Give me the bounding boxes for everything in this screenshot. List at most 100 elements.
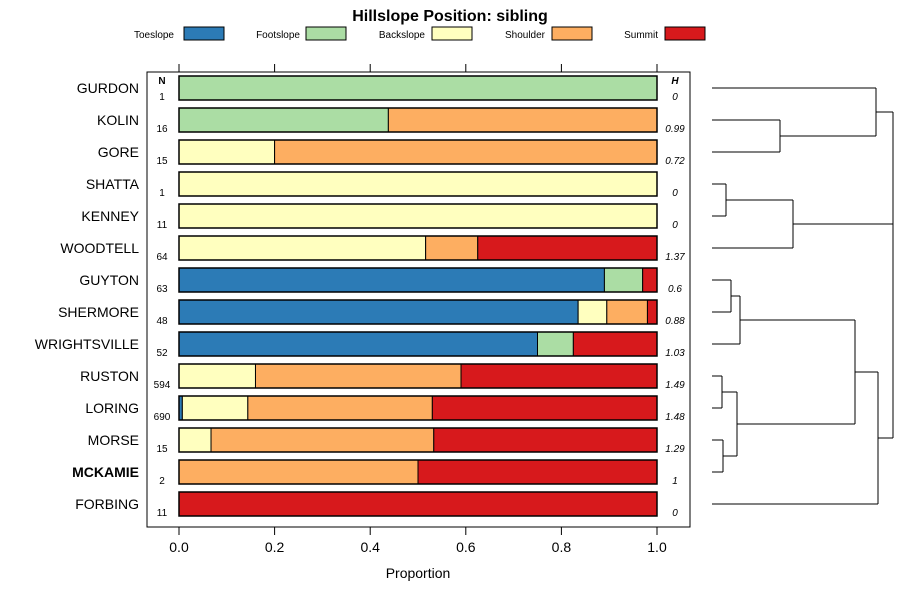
bar-segment-wrightsville-toeslope xyxy=(178,331,538,357)
category-labels: GURDON KOLIN GORE SHATTA KENNEY WOODTELL GUYTO… xyxy=(35,80,140,512)
bar-outline-kolin xyxy=(178,107,658,133)
category-label-shatta: SHATTA xyxy=(86,176,140,192)
n-value-loring: 690 xyxy=(154,412,171,423)
bar-row-guyton xyxy=(178,267,658,293)
bar-outline-loring xyxy=(178,395,658,421)
n-value-woodtell: 64 xyxy=(156,252,168,263)
bar-segment-guyton-toeslope xyxy=(178,267,605,293)
x-tick-label: 0.4 xyxy=(360,539,380,555)
bar-segment-shatta-backslope xyxy=(178,171,658,197)
x-tick-label: 0.8 xyxy=(552,539,572,555)
bar-outline-shatta xyxy=(178,171,658,197)
n-value-forbing: 11 xyxy=(157,508,168,519)
bar-segment-morse-shoulder xyxy=(210,427,435,453)
bar-outline-ruston xyxy=(178,363,658,389)
bar-segment-loring-summit xyxy=(431,395,658,421)
bar-segment-shermore-summit xyxy=(646,299,658,325)
h-value-wrightsville: 1.03 xyxy=(665,348,685,359)
bar-segment-morse-backslope xyxy=(178,427,212,453)
n-value-wrightsville: 52 xyxy=(156,348,168,359)
h-value-mckamie: 1 xyxy=(672,476,678,487)
n-value-guyton: 63 xyxy=(156,284,168,295)
legend: Toeslope Footslope Backslope Shoulder Summit xyxy=(134,26,706,41)
bar-row-gurdon xyxy=(178,75,658,101)
bars xyxy=(178,75,658,517)
h-value-gurdon: 0 xyxy=(672,92,678,103)
category-label-loring: LORING xyxy=(85,400,139,416)
bar-segment-woodtell-summit xyxy=(477,235,658,261)
x-axis-label: Proportion xyxy=(386,565,451,581)
bar-segment-shermore-toeslope xyxy=(178,299,579,325)
category-label-kenney: KENNEY xyxy=(81,208,139,224)
n-value-kolin: 16 xyxy=(156,124,168,135)
n-value-kenney: 11 xyxy=(157,220,168,231)
n-value-shermore: 48 xyxy=(156,316,168,327)
category-label-kolin: KOLIN xyxy=(97,112,139,128)
category-label-morse: MORSE xyxy=(88,432,139,448)
bar-row-kolin xyxy=(178,107,658,133)
bar-outline-gore xyxy=(178,139,658,165)
legend-label-summit: Summit xyxy=(624,30,658,41)
legend-label-backslope: Backslope xyxy=(379,30,426,41)
bar-row-loring xyxy=(178,395,658,421)
h-value-kenney: 0 xyxy=(672,220,678,231)
category-label-forbing: FORBING xyxy=(75,496,139,512)
category-label-gurdon: GURDON xyxy=(77,80,139,96)
bar-segment-kolin-shoulder xyxy=(387,107,658,133)
category-label-gore: GORE xyxy=(98,144,139,160)
bar-segment-woodtell-shoulder xyxy=(425,235,479,261)
plot-frame xyxy=(146,71,691,528)
legend-swatch-backslope xyxy=(431,26,473,41)
bar-outline-wrightsville xyxy=(178,331,658,357)
bar-segment-shermore-shoulder xyxy=(606,299,648,325)
n-value-morse: 15 xyxy=(156,444,168,455)
bar-segment-woodtell-backslope xyxy=(178,235,427,261)
bar-outline-forbing xyxy=(178,491,658,517)
n-value-gurdon: 1 xyxy=(159,92,165,103)
legend-swatch-footslope xyxy=(305,26,347,41)
h-values: 0 0.99 0.72 0 0 1.37 0.6 0.88 1.03 1.49 1.48 1.29 1 0 xyxy=(665,92,685,519)
bar-segment-morse-summit xyxy=(433,427,658,453)
bar-segment-mckamie-summit xyxy=(417,459,658,485)
bar-segment-gore-backslope xyxy=(178,139,276,165)
legend-label-footslope: Footslope xyxy=(256,30,300,41)
h-value-shermore: 0.88 xyxy=(665,316,685,327)
n-value-gore: 15 xyxy=(156,156,168,167)
bar-segment-ruston-shoulder xyxy=(254,363,462,389)
bar-row-shatta xyxy=(178,171,658,197)
bar-segment-forbing-summit xyxy=(178,491,658,517)
bar-segment-kolin-footslope xyxy=(178,107,389,133)
bar-outline-mckamie xyxy=(178,459,658,485)
bar-row-wrightsville xyxy=(178,331,658,357)
top-axis-ticks xyxy=(178,64,658,72)
category-label-mckamie: MCKAMIE xyxy=(72,464,139,480)
legend-label-toeslope: Toeslope xyxy=(134,30,174,41)
bar-row-kenney xyxy=(178,203,658,229)
h-column-header: H xyxy=(671,76,679,87)
bar-outline-guyton xyxy=(178,267,658,293)
bar-outline-shermore xyxy=(178,299,658,325)
bar-outline-kenney xyxy=(178,203,658,229)
h-value-shatta: 0 xyxy=(672,188,678,199)
x-tick-label: 0.6 xyxy=(456,539,476,555)
h-value-gore: 0.72 xyxy=(665,156,685,167)
bar-row-woodtell xyxy=(178,235,658,261)
n-value-ruston: 594 xyxy=(154,380,171,391)
bar-segment-loring-shoulder xyxy=(247,395,433,421)
bar-segment-mckamie-shoulder xyxy=(178,459,419,485)
bar-segment-gore-shoulder xyxy=(274,139,658,165)
x-axis: 0.0 0.2 0.4 0.6 0.8 1.0 xyxy=(169,527,667,555)
category-label-woodtell: WOODTELL xyxy=(60,240,139,256)
legend-label-shoulder: Shoulder xyxy=(505,30,546,41)
legend-swatch-summit xyxy=(664,26,706,41)
bar-row-forbing xyxy=(178,491,658,517)
bar-row-gore xyxy=(178,139,658,165)
dendrogram xyxy=(712,87,894,505)
bar-row-ruston xyxy=(178,363,658,389)
category-label-ruston: RUSTON xyxy=(80,368,139,384)
x-tick-label: 1.0 xyxy=(647,539,667,555)
bar-outline-woodtell xyxy=(178,235,658,261)
bar-segment-guyton-summit xyxy=(642,267,658,293)
